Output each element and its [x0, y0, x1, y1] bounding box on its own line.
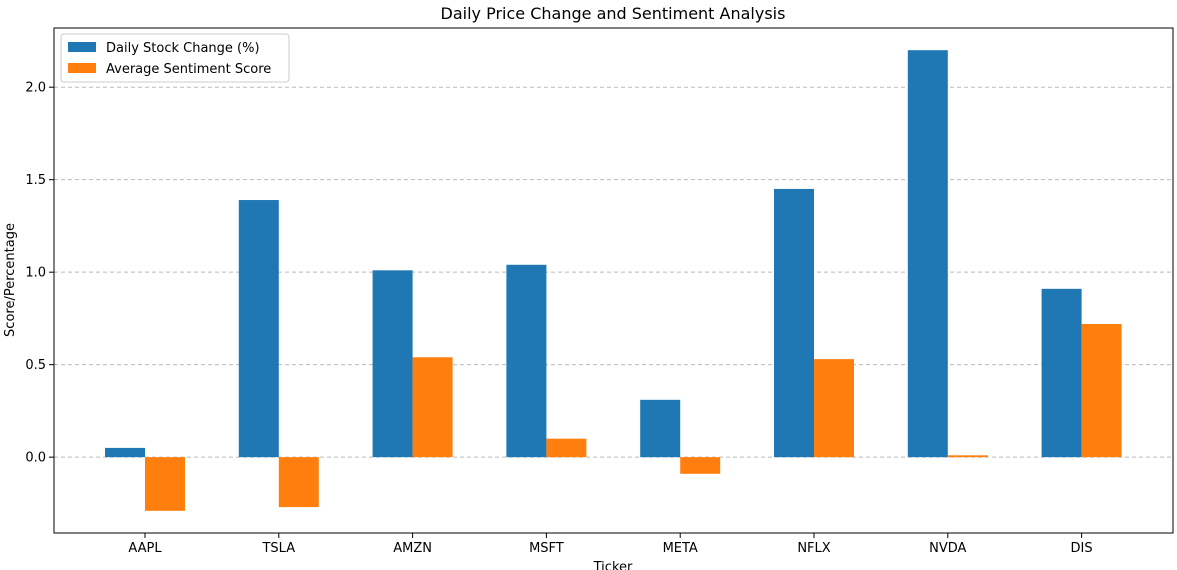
bar-stock-change-nvda [907, 50, 948, 458]
legend: Daily Stock Change (%) Average Sentiment … [60, 33, 290, 83]
grid-lines [54, 86, 1173, 458]
x-tick-label: AAPL [128, 541, 162, 556]
bar-stock-change-nflx [774, 188, 814, 458]
x-tick-label: MSFT [529, 541, 564, 556]
bar-sentiment-dis [1081, 323, 1122, 458]
x-tick-label: META [663, 541, 698, 556]
bar-stock-change-dis [1041, 288, 1082, 458]
bar-stock-change-meta [640, 399, 681, 458]
plot-frame [53, 27, 1174, 534]
bar-stock-change-tsla [238, 200, 279, 458]
y-tick-label: 1.0 [25, 266, 46, 281]
legend-box [60, 33, 290, 83]
bar-stock-change-aapl [105, 447, 145, 458]
bar-sentiment-amzn [412, 357, 453, 458]
bar-sentiment-nvda [947, 455, 988, 458]
y-axis-ticks: 0.0 0.5 1.0 1.5 2.0 [25, 81, 54, 466]
bar-stock-change-msft [506, 264, 547, 458]
y-tick-label: 0.0 [25, 451, 46, 466]
bar-sentiment-aapl [145, 457, 185, 511]
chart-title: Daily Price Change and Sentiment Analysi… [441, 4, 786, 23]
x-tick-label: TSLA [261, 541, 295, 556]
bar-sentiment-msft [546, 438, 587, 458]
x-tick-label: DIS [1071, 541, 1093, 556]
legend-label: Daily Stock Change (%) [106, 41, 260, 56]
legend-label: Average Sentiment Score [106, 62, 271, 77]
y-tick-label: 2.0 [25, 81, 46, 96]
x-axis-label: Ticker [593, 560, 633, 570]
legend-swatch [68, 42, 96, 52]
y-tick-label: 0.5 [25, 358, 46, 373]
legend-swatch [68, 63, 96, 73]
bar-stock-change-amzn [372, 270, 413, 458]
x-tick-label: NVDA [929, 541, 966, 556]
bar-sentiment-tsla [278, 457, 319, 508]
y-axis-label: Score/Percentage [3, 223, 18, 337]
y-tick-label: 1.5 [25, 173, 46, 188]
x-tick-label: NFLX [797, 541, 830, 556]
bars [105, 50, 1122, 511]
bar-sentiment-nflx [814, 359, 854, 458]
x-axis-ticks: AAPL TSLA AMZN MSFT META NFLX NVDA DIS [128, 533, 1093, 556]
x-tick-label: AMZN [393, 541, 432, 556]
bar-sentiment-meta [680, 457, 721, 474]
